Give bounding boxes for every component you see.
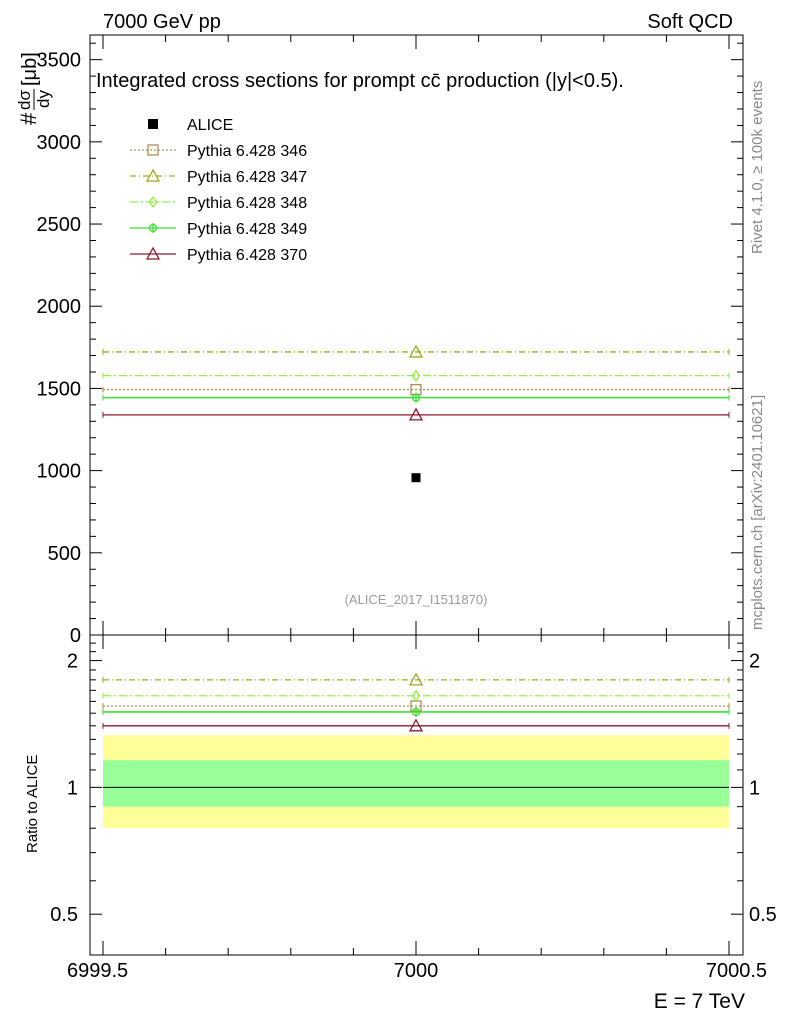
uncertainty-band-inner	[103, 760, 729, 807]
ratio-tick-label-right-0.5: 0.5	[749, 904, 777, 926]
legend-label-p349: Pythia 6.428 349	[187, 221, 307, 238]
ratio-tick-label-2: 2	[67, 651, 78, 673]
y-tick-label-2000: 2000	[37, 296, 82, 318]
legend-marker-p347	[145, 168, 161, 182]
main-marker-p349	[411, 392, 421, 403]
rivet-label: Rivet 4.1.0, ≥ 100k events	[749, 81, 766, 254]
ratio-y-axis: 0.5 0.5 1 1 2 2	[50, 642, 777, 926]
legend-marker-alice	[148, 119, 158, 129]
main-panel: 0 500 1000 1500 2000 2500 3000 3500 Integrated …	[15, 34, 744, 647]
x-axis-label: E = 7 TeV	[654, 990, 745, 1013]
x-axis: 6999.5 7000 7000.5	[67, 35, 767, 982]
y-tick-label-1000: 1000	[37, 461, 82, 483]
ratio-marker-p348	[411, 689, 421, 702]
ratio-panel: 0.5 0.5 1 1 2 2 Ratio to ALICE 6999.5 7000 7000…	[24, 35, 777, 1013]
main-marker-p370	[408, 407, 424, 421]
ratio-y-label: Ratio to ALICE	[24, 755, 41, 853]
legend-label-alice: ALICE	[187, 117, 233, 134]
ratio-marker-p349	[411, 706, 421, 717]
x-tick-label-6999.5: 6999.5	[67, 960, 128, 982]
legend-label-p370: Pythia 6.428 370	[187, 247, 307, 264]
y-label-denominator: dy	[34, 90, 53, 108]
legend: ALICE Pythia 6.428 346 Pythia 6.428 347 Pyt…	[130, 117, 307, 264]
ratio-tick-label-right-2: 2	[749, 651, 760, 673]
y-tick-label-500: 500	[48, 543, 81, 565]
main-marker-p347	[408, 344, 424, 358]
legend-marker-p349	[148, 223, 158, 233]
main-y-axis: 0 500 1000 1500 2000 2500 3000 3500	[37, 42, 743, 647]
ratio-series-markers	[408, 672, 424, 732]
legend-marker-p370	[145, 246, 161, 260]
y-tick-label-3000: 3000	[37, 132, 82, 154]
y-tick-label-2500: 2500	[37, 214, 82, 236]
ratio-marker-p347	[408, 672, 424, 686]
header-right: Soft QCD	[647, 11, 733, 33]
header-left: 7000 GeV pp	[103, 11, 221, 33]
ratio-marker-p370	[408, 718, 424, 732]
legend-label-p347: Pythia 6.428 347	[187, 169, 307, 186]
mcplots-label: mcplots.cern.ch [arXiv:2401.10621]	[749, 395, 766, 630]
y-tick-label-3500: 3500	[37, 50, 82, 72]
y-label-numerator: dσ	[15, 90, 34, 110]
ratio-tick-label-right-1: 1	[749, 777, 760, 799]
main-series-markers	[408, 344, 424, 483]
y-label-unit: [μb]	[19, 52, 41, 86]
main-title: Integrated cross sections for prompt cc̄…	[96, 70, 624, 92]
y-tick-label-1500: 1500	[37, 378, 82, 400]
watermark: (ALICE_2017_I1511870)	[345, 592, 488, 607]
legend-marker-p348	[148, 195, 158, 209]
main-marker-p348	[411, 369, 421, 382]
x-tick-label-7000.5: 7000.5	[706, 960, 767, 982]
legend-label-p348: Pythia 6.428 348	[187, 195, 307, 212]
ratio-tick-label-1: 1	[67, 777, 78, 799]
x-tick-label-7000: 7000	[394, 960, 439, 982]
legend-label-p346: Pythia 6.428 346	[187, 143, 307, 160]
alice-data-point	[411, 473, 421, 483]
y-label-prefix: #	[16, 112, 41, 125]
main-y-label: # dσ dy [μb]	[15, 52, 53, 125]
y-tick-label-0: 0	[70, 625, 81, 647]
legend-marker-p346	[147, 144, 159, 156]
ratio-tick-label-0.5: 0.5	[50, 904, 78, 926]
